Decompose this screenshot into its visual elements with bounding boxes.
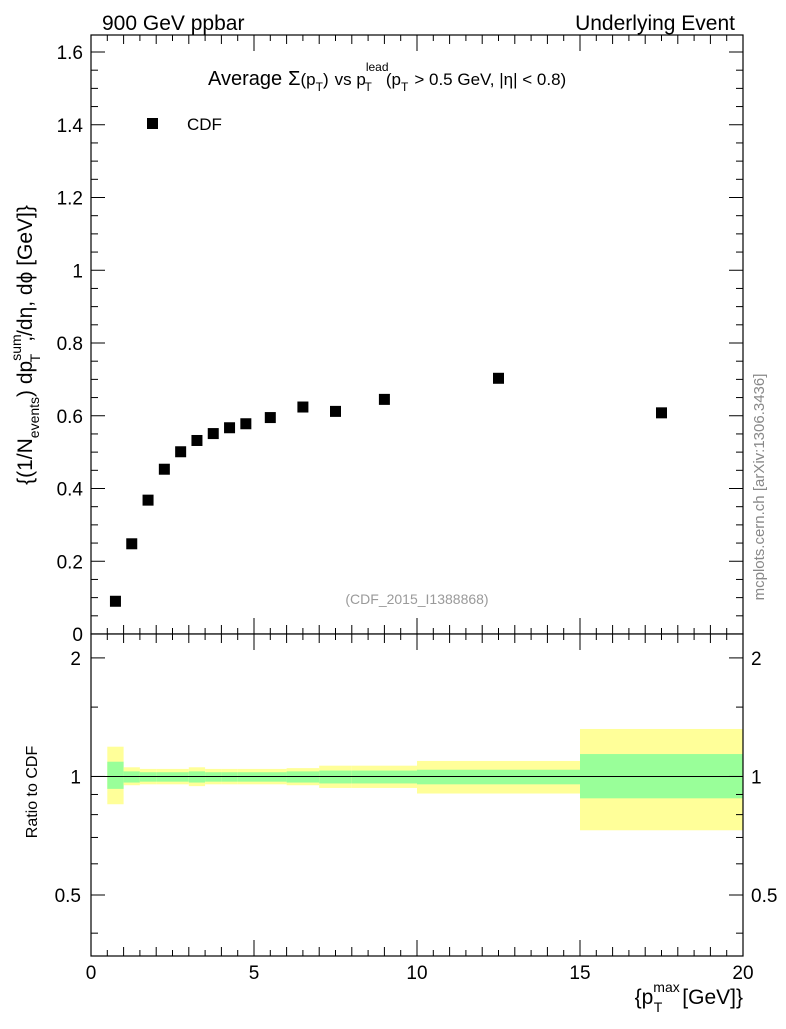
legend-marker-cdf bbox=[147, 118, 158, 129]
ratio-y-tick-label-right: 0.5 bbox=[751, 886, 777, 907]
data-point-cdf bbox=[109, 595, 121, 607]
x-tick-label: 20 bbox=[732, 963, 753, 984]
data-point-cdf bbox=[330, 405, 341, 417]
x-axis-label: {pmax T [GeV]} bbox=[635, 979, 743, 1015]
main-y-tick-label: 0.6 bbox=[57, 407, 83, 428]
data-point-cdf bbox=[240, 418, 252, 430]
x-tick-label: 0 bbox=[86, 963, 97, 984]
ratio-plot-frame bbox=[90, 633, 744, 957]
data-point-cdf bbox=[175, 446, 187, 458]
ratio-band-inner bbox=[107, 761, 124, 789]
x-tick-label: 5 bbox=[249, 963, 260, 984]
ratio-band-inner bbox=[123, 771, 140, 783]
ratio-band-inner bbox=[351, 770, 417, 784]
main-y-tick-label: 0 bbox=[72, 625, 83, 646]
ratio-y-axis-label: Ratio to CDF bbox=[24, 746, 41, 839]
main-y-tick-label: 0.2 bbox=[57, 552, 83, 573]
ratio-y-tick-label: 2 bbox=[70, 649, 81, 670]
data-point-cdf bbox=[493, 372, 504, 384]
ratio-y-tick-label: 1 bbox=[70, 767, 81, 788]
data-point-cdf bbox=[297, 401, 309, 413]
data-point-cdf bbox=[264, 412, 276, 424]
ratio-band-inner bbox=[286, 771, 320, 783]
data-point-cdf bbox=[142, 494, 154, 506]
ratio-axis-ticks: 0.5 0.51 12 20 5 10 15 20 bbox=[55, 634, 777, 984]
ratio-band-inner bbox=[319, 770, 352, 784]
main-y-axis-label: {(1/Nevents) dpsum T,/dη, dϕ [GeV]} bbox=[8, 205, 43, 485]
analysis-reference: (CDF_2015_I1388868) bbox=[345, 591, 488, 607]
main-title: Average Σ(pT) vs plead T (pT > 0.5 GeV, |η| <… bbox=[208, 60, 566, 94]
ratio-y-tick-label: 0.5 bbox=[55, 886, 81, 907]
legend-label-cdf: CDF bbox=[187, 115, 222, 134]
data-point-cdf bbox=[656, 407, 667, 419]
ratio-band-inner bbox=[417, 769, 580, 785]
main-y-tick-label: 1.4 bbox=[57, 116, 84, 137]
ratio-y-tick-label-right: 1 bbox=[751, 767, 762, 788]
header-right: Underlying Event bbox=[575, 12, 735, 35]
main-y-tick-label: 0.8 bbox=[57, 334, 83, 355]
x-tick-label: 10 bbox=[406, 963, 427, 984]
header-left: 900 GeV ppbar bbox=[102, 12, 244, 35]
x-tick-label: 15 bbox=[569, 963, 590, 984]
ratio-y-tick-label-right: 2 bbox=[751, 649, 762, 670]
main-axis-ticks: 0 0.2 0.4 0.6 0.8 1 1.2 1.4 1.6 bbox=[57, 35, 744, 646]
data-point-cdf bbox=[191, 434, 203, 446]
main-y-tick-label: 1 bbox=[72, 261, 83, 282]
main-plot-area bbox=[91, 35, 743, 634]
side-source-label: mcplots.cern.ch [arXiv:1306.3436] bbox=[751, 374, 768, 601]
data-point-cdf bbox=[158, 463, 170, 475]
data-point-cdf bbox=[126, 538, 138, 550]
ratio-band-inner bbox=[188, 771, 206, 783]
main-y-tick-label: 0.4 bbox=[57, 480, 84, 501]
main-y-tick-label: 1.2 bbox=[57, 189, 83, 210]
main-y-tick-label: 1.6 bbox=[57, 43, 83, 64]
main-data-points bbox=[109, 372, 667, 607]
data-point-cdf bbox=[207, 428, 219, 440]
data-point-cdf bbox=[378, 393, 390, 405]
data-point-cdf bbox=[224, 422, 236, 434]
